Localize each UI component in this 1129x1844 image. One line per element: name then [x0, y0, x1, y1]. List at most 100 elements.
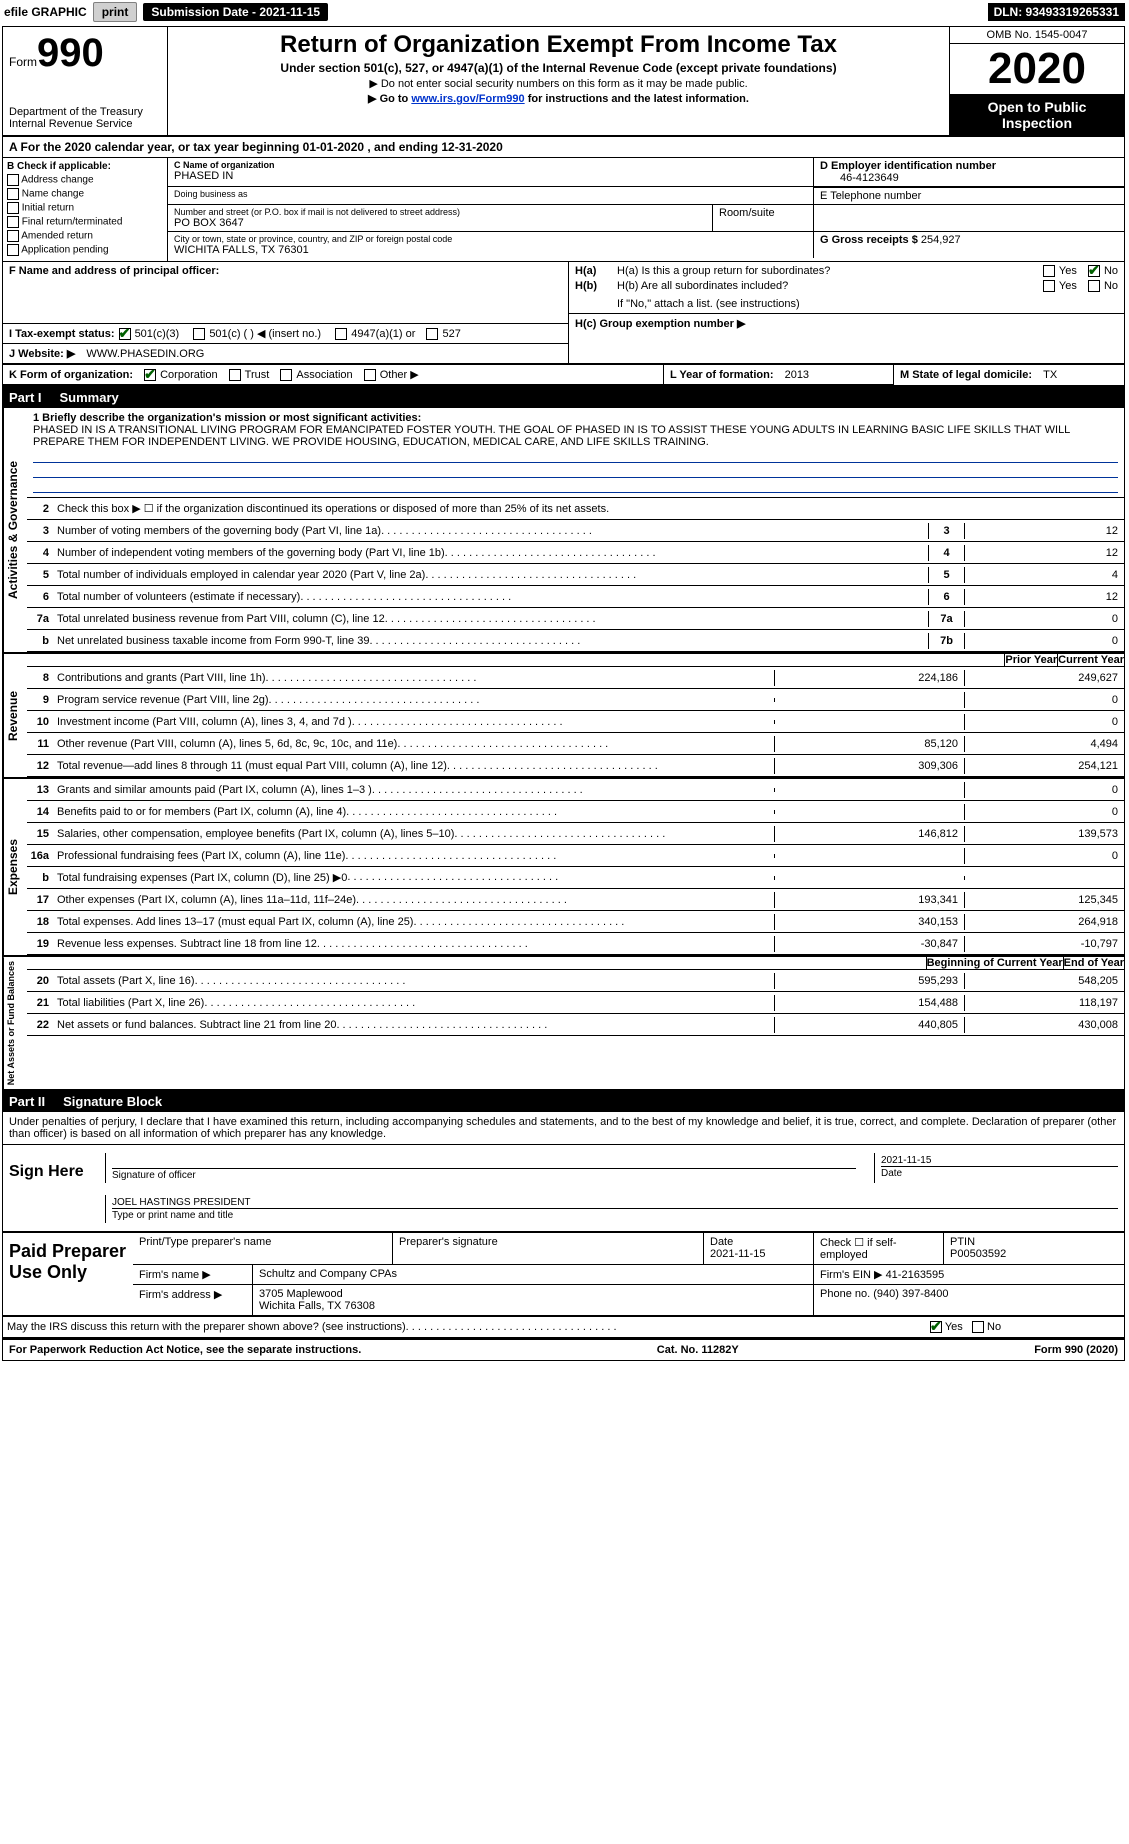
prior-year-hdr: Prior Year: [1004, 654, 1057, 666]
street-address: PO BOX 3647: [174, 217, 706, 229]
gross-receipts: 254,927: [921, 234, 961, 246]
fin-row-prior: 440,805: [774, 1017, 964, 1033]
fin-row-curr: 264,918: [964, 914, 1124, 930]
ein-value: 46-4123649: [820, 172, 899, 184]
fin-row-prior: 193,341: [774, 892, 964, 908]
firm-addr1: 3705 Maplewood: [259, 1288, 343, 1300]
cb-initial-return[interactable]: [7, 202, 19, 214]
fin-row-curr: 548,205: [964, 973, 1124, 989]
fin-row-curr: 118,197: [964, 995, 1124, 1011]
sig-officer-label: Signature of officer: [112, 1170, 196, 1181]
tax-year: 2020: [950, 44, 1124, 95]
cb-hb-no[interactable]: [1088, 280, 1100, 292]
line2-text: Check this box ▶ ☐ if the organization d…: [53, 500, 1124, 517]
cb-4947[interactable]: [335, 328, 347, 340]
fin-row-prior: [774, 698, 964, 702]
side-revenue: Revenue: [3, 654, 27, 777]
gov-row-text: Total unrelated business revenue from Pa…: [57, 613, 385, 625]
fin-row-text: Benefits paid to or for members (Part IX…: [57, 806, 346, 818]
fin-row-curr: 0: [964, 692, 1124, 708]
part2-badge: Part II: [9, 1094, 45, 1109]
fin-row-prior: [774, 810, 964, 814]
fin-row-curr: 0: [964, 714, 1124, 730]
fin-row-prior: -30,847: [774, 936, 964, 952]
gov-row-val: 12: [964, 523, 1124, 539]
omb-number: OMB No. 1545-0047: [950, 27, 1124, 44]
part1-title: Summary: [60, 390, 119, 405]
fin-row-prior: 154,488: [774, 995, 964, 1011]
website-value: WWW.PHASEDIN.ORG: [86, 348, 204, 360]
fin-row-curr: 0: [964, 804, 1124, 820]
row-a-period: A For the 2020 calendar year, or tax yea…: [3, 137, 1124, 158]
fin-row-prior: 595,293: [774, 973, 964, 989]
cb-discuss-no[interactable]: [972, 1321, 984, 1333]
side-expenses: Expenses: [3, 779, 27, 955]
fin-row-prior: 340,153: [774, 914, 964, 930]
fin-row-prior: [774, 854, 964, 858]
cb-corp[interactable]: [144, 369, 156, 381]
hc-label: H(c) Group exemption number ▶: [575, 317, 745, 330]
fin-row-text: Total assets (Part X, line 16): [57, 975, 195, 987]
cb-final-return[interactable]: [7, 216, 19, 228]
cb-hb-yes[interactable]: [1043, 280, 1055, 292]
form990-link[interactable]: www.irs.gov/Form990: [411, 93, 524, 105]
fin-row-prior: 224,186: [774, 670, 964, 686]
gov-row-val: 0: [964, 611, 1124, 627]
cb-527[interactable]: [426, 328, 438, 340]
cb-ha-yes[interactable]: [1043, 265, 1055, 277]
cb-name-change[interactable]: [7, 188, 19, 200]
fin-row-text: Salaries, other compensation, employee b…: [57, 828, 454, 840]
end-year-hdr: End of Year: [1063, 957, 1124, 969]
form-note-link: ▶ Go to www.irs.gov/Form990 for instruct…: [174, 92, 943, 105]
paid-preparer-label: Paid Preparer Use Only: [3, 1233, 133, 1315]
fin-row-curr: 249,627: [964, 670, 1124, 686]
fin-row-curr: 4,494: [964, 736, 1124, 752]
fin-row-curr: 139,573: [964, 826, 1124, 842]
footer-left: For Paperwork Reduction Act Notice, see …: [9, 1344, 361, 1356]
fin-row-prior: [774, 720, 964, 724]
part1-badge: Part I: [9, 390, 42, 405]
form-title: Return of Organization Exempt From Incom…: [174, 31, 943, 59]
sig-date: 2021-11-15: [881, 1155, 1118, 1167]
fin-row-prior: [774, 876, 964, 880]
footer-mid: Cat. No. 11282Y: [657, 1344, 739, 1356]
cb-address-change[interactable]: [7, 174, 19, 186]
form-id: Form990: [9, 31, 161, 76]
fin-row-text: Net assets or fund balances. Subtract li…: [57, 1019, 336, 1031]
form-subtitle: Under section 501(c), 527, or 4947(a)(1)…: [174, 61, 943, 75]
hb-label: H(b) Are all subordinates included?: [617, 280, 1039, 292]
fin-row-curr: 430,008: [964, 1017, 1124, 1033]
footer-right: Form 990 (2020): [1034, 1344, 1118, 1356]
cb-application-pending[interactable]: [7, 244, 19, 256]
fin-row-prior: 146,812: [774, 826, 964, 842]
cb-501c3[interactable]: [119, 328, 131, 340]
gov-row-text: Net unrelated business taxable income fr…: [57, 635, 369, 647]
form-container: Form990 Department of the Treasury Inter…: [2, 26, 1125, 1361]
fin-row-text: Contributions and grants (Part VIII, lin…: [57, 672, 266, 684]
cb-amended-return[interactable]: [7, 230, 19, 242]
section-b: B Check if applicable: Address change Na…: [3, 158, 168, 261]
print-button[interactable]: print: [93, 2, 138, 22]
part2-title: Signature Block: [63, 1094, 162, 1109]
fin-row-text: Total fundraising expenses (Part IX, col…: [57, 871, 347, 884]
fin-row-text: Other expenses (Part IX, column (A), lin…: [57, 894, 356, 906]
cb-discuss-yes[interactable]: [930, 1321, 942, 1333]
fin-row-prior: [774, 788, 964, 792]
state-domicile: TX: [1043, 369, 1057, 381]
cb-ha-no[interactable]: [1088, 265, 1100, 277]
cb-trust[interactable]: [229, 369, 241, 381]
gov-row-val: 12: [964, 545, 1124, 561]
firm-name: Schultz and Company CPAs: [253, 1265, 814, 1284]
submission-date-badge: Submission Date - 2021-11-15: [143, 3, 328, 21]
city-state-zip: WICHITA FALLS, TX 76301: [174, 244, 807, 256]
cb-assoc[interactable]: [280, 369, 292, 381]
gov-row-text: Number of independent voting members of …: [57, 547, 445, 559]
firm-ein: 41-2163595: [886, 1269, 945, 1281]
dept-label: Department of the Treasury Internal Reve…: [9, 106, 161, 130]
mission-text: PHASED IN IS A TRANSITIONAL LIVING PROGR…: [33, 424, 1070, 448]
sign-here-label: Sign Here: [3, 1145, 93, 1231]
fin-row-text: Total liabilities (Part X, line 26): [57, 997, 204, 1009]
ha-label: H(a) Is this a group return for subordin…: [617, 265, 1039, 277]
cb-other[interactable]: [364, 369, 376, 381]
cb-501c[interactable]: [193, 328, 205, 340]
